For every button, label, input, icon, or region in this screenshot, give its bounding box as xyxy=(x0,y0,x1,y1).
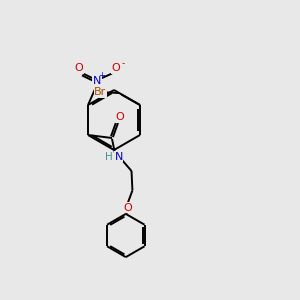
Text: N: N xyxy=(114,152,123,162)
Text: O: O xyxy=(116,112,124,122)
Text: +: + xyxy=(98,71,105,80)
Text: N: N xyxy=(93,76,101,86)
Text: H: H xyxy=(104,152,112,162)
Text: -: - xyxy=(121,59,124,68)
Text: O: O xyxy=(124,203,133,213)
Text: O: O xyxy=(112,63,120,74)
Text: O: O xyxy=(75,63,83,74)
Text: Br: Br xyxy=(94,87,106,98)
